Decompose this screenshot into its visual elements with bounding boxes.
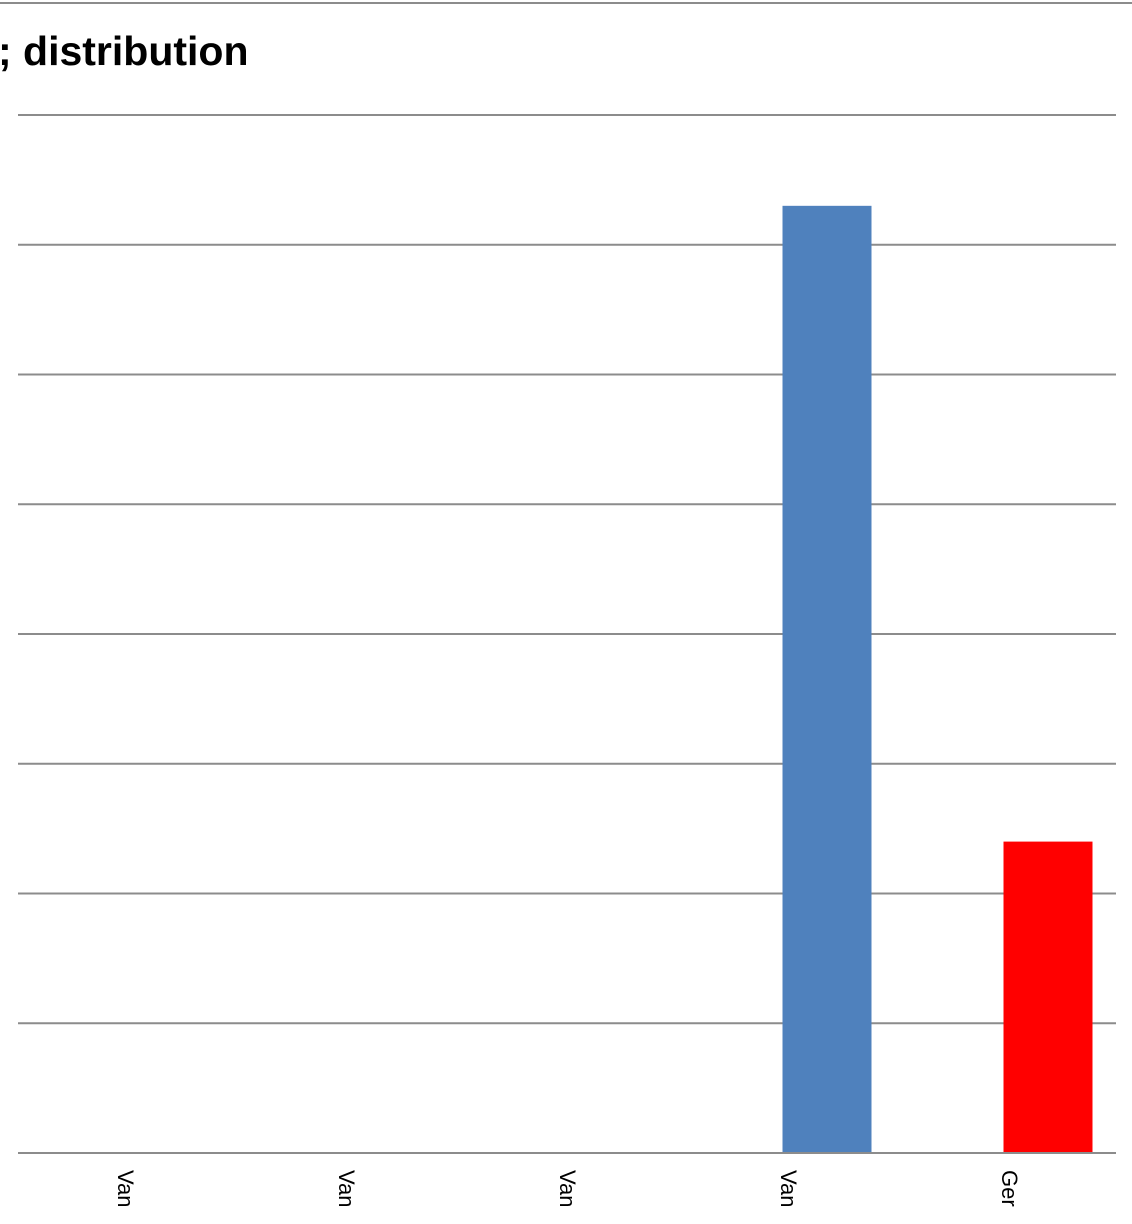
x-tick-label: Van (113, 1170, 138, 1208)
x-tick-label: Van (334, 1170, 359, 1208)
x-tick-label: Ger (997, 1170, 1022, 1207)
bar-5 (1003, 841, 1093, 1153)
chart-top-border (0, 2, 1132, 4)
chart-title: ; distribution (0, 28, 249, 74)
x-tick-labels: Van Van Van Van Ger (113, 1170, 1022, 1208)
gridlines (18, 114, 1116, 1025)
x-tick-label: Van (555, 1170, 580, 1208)
bar-4 (782, 205, 872, 1153)
x-tick-label: Van (776, 1170, 801, 1208)
bars (782, 205, 1093, 1153)
